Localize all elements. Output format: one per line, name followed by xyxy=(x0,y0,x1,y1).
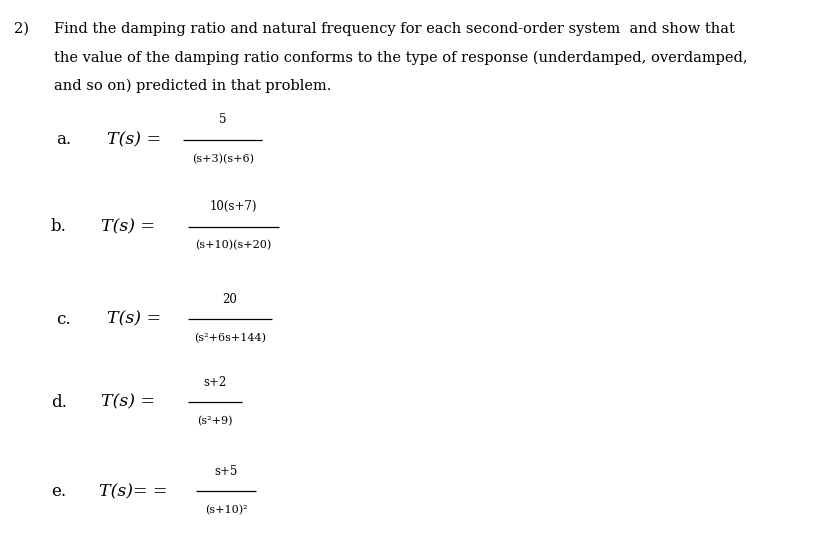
Text: c.: c. xyxy=(55,311,70,328)
Text: T(s) =: T(s) = xyxy=(102,218,155,235)
Text: s+5: s+5 xyxy=(214,465,238,478)
Text: T(s) =: T(s) = xyxy=(102,394,155,411)
Text: T(s)= =: T(s)= = xyxy=(99,483,168,500)
Text: T(s) =: T(s) = xyxy=(107,132,160,149)
Text: (s²+9): (s²+9) xyxy=(198,416,233,426)
Text: Find the damping ratio and natural frequency for each second-order system  and s: Find the damping ratio and natural frequ… xyxy=(54,22,734,36)
Text: a.: a. xyxy=(55,132,71,149)
Text: 10(s+7): 10(s+7) xyxy=(210,200,257,213)
Text: s+2: s+2 xyxy=(203,376,227,389)
Text: d.: d. xyxy=(50,394,67,411)
Text: (s+10)(s+20): (s+10)(s+20) xyxy=(195,240,271,251)
Text: b.: b. xyxy=(50,218,67,235)
Text: (s+10)²: (s+10)² xyxy=(205,505,247,515)
Text: 20: 20 xyxy=(222,293,237,306)
Text: (s²+6s+144): (s²+6s+144) xyxy=(194,333,266,343)
Text: 2): 2) xyxy=(14,22,30,36)
Text: T(s) =: T(s) = xyxy=(107,311,160,328)
Text: (s+3)(s+6): (s+3)(s+6) xyxy=(192,153,254,164)
Text: e.: e. xyxy=(50,483,66,500)
Text: 5: 5 xyxy=(219,114,227,126)
Text: the value of the damping ratio conforms to the type of response (underdamped, ov: the value of the damping ratio conforms … xyxy=(54,50,748,64)
Text: and so on) predicted in that problem.: and so on) predicted in that problem. xyxy=(54,79,331,93)
